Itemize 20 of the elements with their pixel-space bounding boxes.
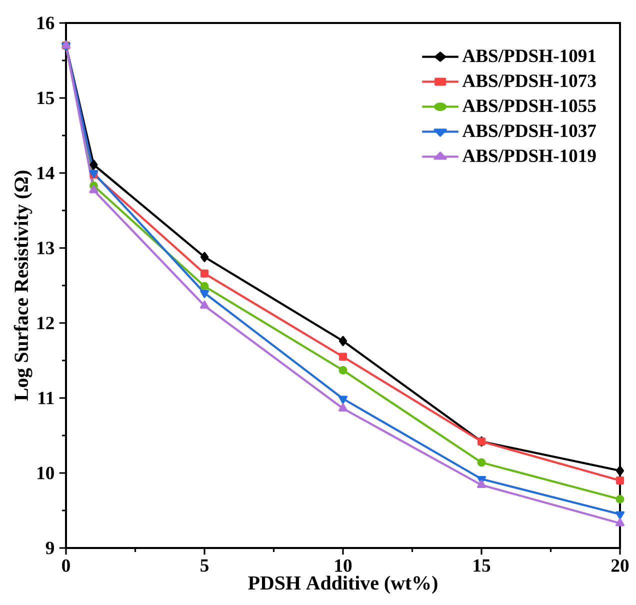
y-tick-label: 12 <box>38 316 54 330</box>
x-axis-title: PDSH Additive (wt%) <box>248 576 438 594</box>
y-tick-label: 9 <box>46 542 54 554</box>
y-tick-label: 16 <box>38 16 54 30</box>
legend-label: ABS/PDSH-1055 <box>462 100 596 112</box>
y-tick-label: 10 <box>38 466 54 480</box>
x-tick-label: 20 <box>611 559 629 572</box>
y-tick-label: 14 <box>38 166 54 180</box>
legend-label: ABS/PDSH-1073 <box>462 74 596 88</box>
x-tick-label: 0 <box>62 559 70 572</box>
y-tick-label: 15 <box>38 92 54 104</box>
x-tick-label: 15 <box>474 559 490 572</box>
y-tick-label: 13 <box>38 242 54 254</box>
legend-label: ABS/PDSH-1037 <box>462 124 596 138</box>
x-tick-label: 5 <box>200 559 208 572</box>
x-tick-label: 10 <box>335 559 352 572</box>
legend-label: ABS/PDSH-1019 <box>462 150 596 162</box>
y-tick-label: 11 <box>38 392 54 404</box>
legend-label: ABS/PDSH-1091 <box>462 50 596 62</box>
y-axis-title: Log Surface Resistivity (Ω) <box>14 170 32 401</box>
